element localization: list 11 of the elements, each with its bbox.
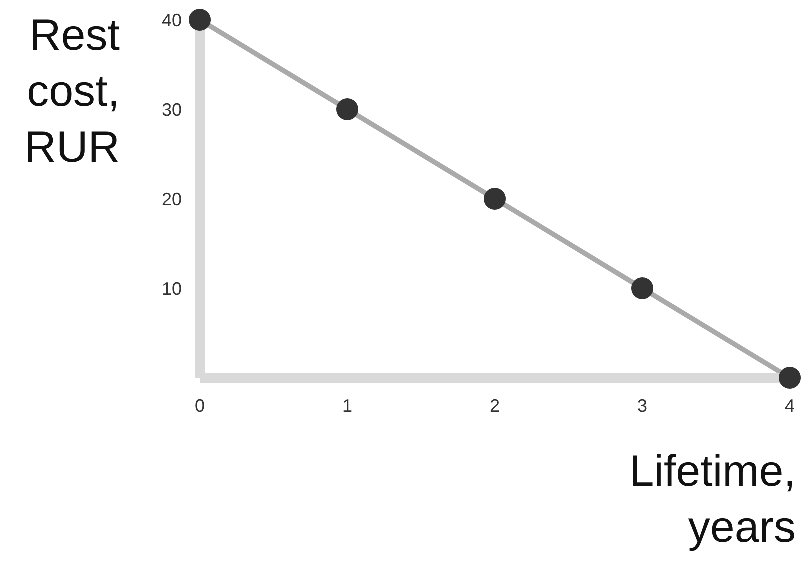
x-axis-title: Lifetime, years — [628, 446, 796, 554]
x-tick-label: 3 — [637, 396, 648, 416]
y-tick-label: 30 — [162, 100, 182, 120]
y-tick-label: 40 — [162, 10, 182, 30]
x-tick-label: 4 — [784, 396, 796, 416]
x-tick-label: 0 — [194, 396, 206, 416]
y-tick-label: 20 — [162, 189, 182, 210]
x-tick-label: 1 — [342, 396, 353, 416]
y-axis-title: Rest cost, RUR — [24, 10, 120, 174]
x-tick-label: 2 — [490, 396, 500, 416]
y-tick-label: 10 — [162, 278, 182, 299]
